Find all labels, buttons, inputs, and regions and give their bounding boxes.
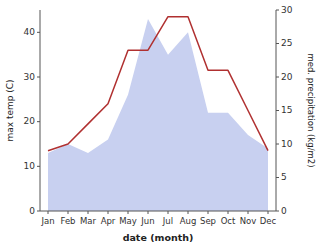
x-tick bbox=[268, 211, 269, 214]
y2-tick-label: 20 bbox=[281, 72, 293, 82]
plot-data bbox=[48, 17, 268, 211]
x-tick-label: May bbox=[119, 216, 137, 226]
x-tick-label: Mar bbox=[80, 216, 97, 226]
y2-tick-label: 15 bbox=[281, 105, 292, 115]
x-tick-label: Aug bbox=[180, 216, 197, 226]
y-tick-label: 40 bbox=[24, 27, 36, 37]
x-tick-label: Oct bbox=[221, 216, 236, 226]
x-tick bbox=[148, 211, 149, 214]
x-tick-label: Jun bbox=[140, 216, 154, 226]
y2-tick-label: 10 bbox=[281, 139, 293, 149]
x-tick-label: Sep bbox=[200, 216, 216, 226]
y2-tick bbox=[276, 77, 279, 78]
precip-line bbox=[48, 17, 268, 151]
x-tick bbox=[68, 211, 69, 214]
y2-tick-label: 5 bbox=[281, 172, 287, 182]
x-tick bbox=[228, 211, 229, 214]
y-tick bbox=[37, 166, 40, 167]
y-tick bbox=[37, 121, 40, 122]
y2-tick-label: 0 bbox=[281, 206, 287, 216]
x-tick bbox=[168, 211, 169, 214]
y2-tick bbox=[276, 43, 279, 44]
y-tick bbox=[37, 211, 40, 212]
y-tick-label: 10 bbox=[24, 161, 36, 171]
x-tick-label: Jul bbox=[162, 216, 173, 226]
x-tick bbox=[208, 211, 209, 214]
y2-tick-label: 30 bbox=[281, 5, 293, 15]
x-tick-label: Apr bbox=[101, 216, 116, 226]
x-tick bbox=[248, 211, 249, 214]
y-tick bbox=[37, 77, 40, 78]
x-tick-label: Feb bbox=[60, 216, 75, 226]
y-tick-label: 30 bbox=[24, 72, 36, 82]
x-tick bbox=[188, 211, 189, 214]
x-axis-title: date (month) bbox=[123, 232, 194, 243]
y-axis-line bbox=[40, 10, 41, 211]
x-tick bbox=[88, 211, 89, 214]
y2-tick bbox=[276, 144, 279, 145]
y2-tick bbox=[276, 110, 279, 111]
y2-axis-title: med. precipitation (kg/m2) bbox=[306, 53, 316, 167]
x-tick-label: Nov bbox=[240, 216, 257, 226]
x-tick-label: Jan bbox=[40, 216, 54, 226]
y2-tick bbox=[276, 10, 279, 11]
y-tick-label: 20 bbox=[24, 116, 36, 126]
y-axis-title: max temp (C) bbox=[5, 79, 15, 141]
temp-area bbox=[48, 19, 268, 211]
x-tick bbox=[108, 211, 109, 214]
chart: 0 10 20 30 40 0 5 10 15 20 25 30 Jan Feb Mar AprMayJun J… bbox=[0, 0, 318, 247]
x-tick bbox=[128, 211, 129, 214]
y2-tick bbox=[276, 211, 279, 212]
x-tick-label: Dec bbox=[260, 216, 277, 226]
y-tick bbox=[37, 32, 40, 33]
y2-tick-label: 25 bbox=[281, 38, 292, 48]
x-axis-line bbox=[40, 211, 276, 212]
y2-tick bbox=[276, 177, 279, 178]
x-tick bbox=[48, 211, 49, 214]
y-tick-label: 0 bbox=[29, 206, 35, 216]
